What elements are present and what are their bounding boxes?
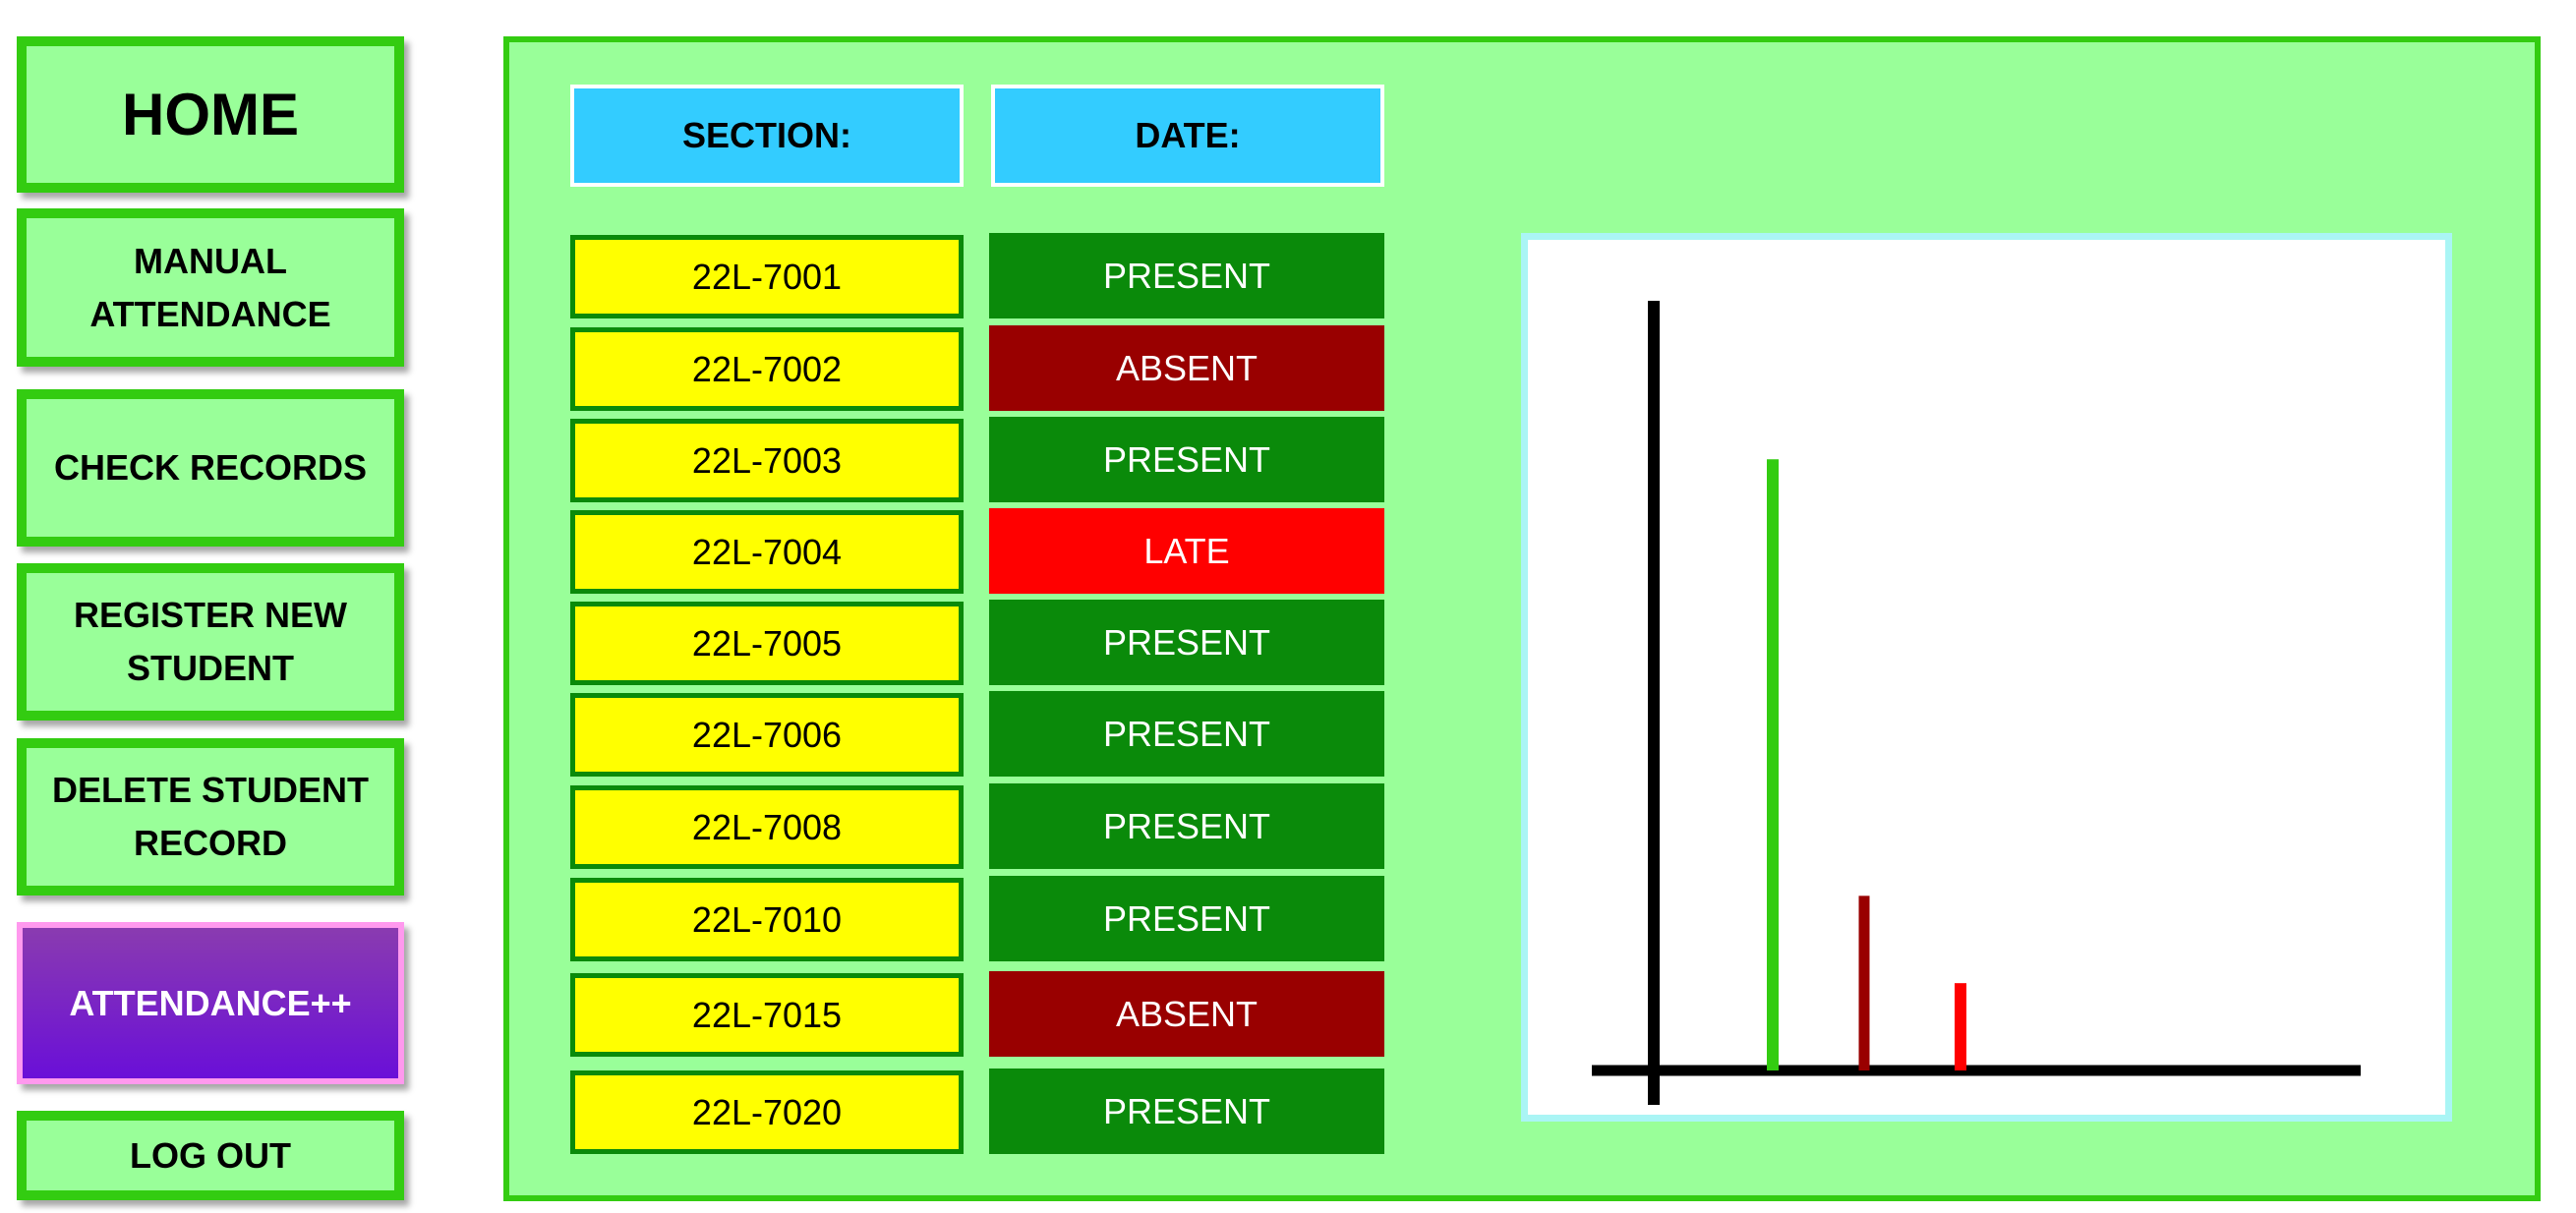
logout-button[interactable]: LOG OUT [17,1111,404,1200]
attendance-status[interactable]: LATE [989,508,1384,594]
attendance-status[interactable]: ABSENT [989,325,1384,411]
student-id-text: 22L-7010 [691,898,843,940]
student-id-text: 22L-7005 [691,622,843,664]
student-id[interactable]: 22L-7015 [570,973,964,1057]
attendance-status[interactable]: PRESENT [989,1069,1384,1154]
manual-attendance-label: MANUAL ATTENDANCE [89,240,331,334]
student-id[interactable]: 22L-7004 [570,510,964,594]
home-button[interactable]: HOME [17,36,404,193]
attendance-status[interactable]: PRESENT [989,783,1384,869]
attendance-status-text: PRESENT [1102,621,1271,663]
attendance-status-text: PRESENT [1102,805,1271,846]
bar-absent [1858,895,1870,1070]
student-id[interactable]: 22L-7005 [570,602,964,685]
attendance-status-text: ABSENT [1115,993,1259,1034]
attendance-panel: SECTION: DATE: 22L-7001 PRESENT 22L-7002… [503,36,2541,1201]
check-records-button[interactable]: CHECK RECORDS [17,389,404,547]
bar-late [1955,983,1966,1070]
attendance-status-text: PRESENT [1102,438,1271,480]
student-id[interactable]: 22L-7001 [570,235,964,318]
chart-bars [1767,459,1966,1070]
student-id-text: 22L-7001 [691,256,843,297]
delete-student-record-label: DELETE STUDENT RECORD [51,770,369,863]
attendance-status-text: ABSENT [1115,347,1259,388]
student-id-text: 22L-7015 [691,994,843,1035]
student-id-text: 22L-7003 [691,439,843,481]
student-id[interactable]: 22L-7020 [570,1070,964,1154]
logout-label: LOG OUT [130,1134,291,1176]
attendance-status[interactable]: PRESENT [989,600,1384,685]
attendance-status[interactable]: PRESENT [989,417,1384,502]
check-records-label: CHECK RECORDS [53,447,368,488]
attendance-chart-svg [1592,301,2361,1105]
register-new-student-label: REGISTER NEW STUDENT [73,595,347,688]
section-header: SECTION: [570,85,964,187]
attendance-chart [1521,233,2452,1122]
attendance-status-text: PRESENT [1102,1090,1271,1131]
attendance-status-text: PRESENT [1102,897,1271,939]
student-id-text: 22L-7006 [691,714,843,755]
attendance-status-text: PRESENT [1102,713,1271,754]
student-id-text: 22L-7004 [691,531,843,572]
chart-axes [1592,301,2361,1105]
delete-student-record-button[interactable]: DELETE STUDENT RECORD [17,738,404,895]
attendance-plus-label: ATTENDANCE++ [69,982,352,1023]
home-button-label: HOME [122,81,299,147]
attendance-status-text: LATE [1143,530,1230,571]
attendance-status[interactable]: ABSENT [989,971,1384,1057]
attendance-status[interactable]: PRESENT [989,876,1384,961]
register-new-student-button[interactable]: REGISTER NEW STUDENT [17,563,404,721]
bar-present [1767,459,1779,1070]
attendance-status[interactable]: PRESENT [989,233,1384,318]
section-label: SECTION: [681,115,851,155]
student-id-text: 22L-7002 [691,348,843,389]
student-id[interactable]: 22L-7010 [570,878,964,961]
attendance-plus-button[interactable]: ATTENDANCE++ [17,922,404,1084]
manual-attendance-button[interactable]: MANUAL ATTENDANCE [17,208,404,367]
student-id[interactable]: 22L-7002 [570,327,964,411]
date-header: DATE: [991,85,1384,187]
student-id-text: 22L-7020 [691,1091,843,1132]
student-id-text: 22L-7008 [691,806,843,847]
attendance-status-text: PRESENT [1102,255,1271,296]
student-id[interactable]: 22L-7008 [570,785,964,869]
student-id[interactable]: 22L-7006 [570,693,964,777]
date-label: DATE: [1135,115,1241,155]
student-id[interactable]: 22L-7003 [570,419,964,502]
attendance-status[interactable]: PRESENT [989,691,1384,777]
